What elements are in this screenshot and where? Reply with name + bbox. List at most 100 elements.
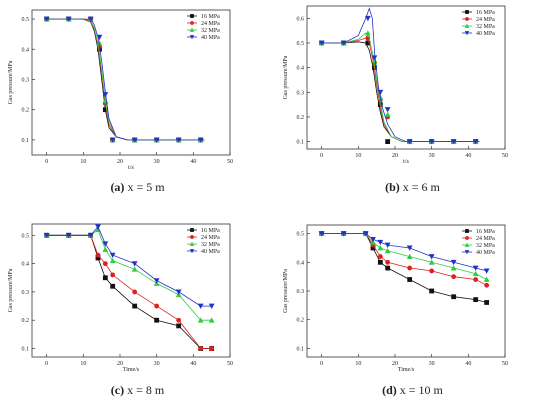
x-tick-label-a: 20 — [117, 159, 123, 165]
chart-panel-c: 0 10 20 30 40 50 0.1 0.2 0.3 0.4 0.5 Time/s Gas pres… — [0, 207, 275, 414]
caption-b-letter: (b) — [385, 180, 400, 194]
x-tick-label-c: 30 — [154, 361, 160, 367]
series-line-b-2 — [322, 38, 480, 142]
data-point-d-2 — [429, 269, 434, 274]
x-tick-label-d: 40 — [465, 361, 471, 367]
caption-d-text: x = 10 m — [397, 383, 443, 397]
series-line-b-4 — [322, 9, 480, 142]
x-tick-label-d: 50 — [502, 361, 508, 367]
series-line-a-2 — [47, 19, 205, 140]
data-point-a-4 — [97, 35, 103, 40]
series-line-a-3 — [47, 19, 205, 140]
data-point-d-1 — [407, 277, 412, 282]
data-point-c-2 — [209, 346, 214, 351]
x-tick-label-a: 40 — [190, 159, 196, 165]
data-point-c-2 — [176, 318, 181, 323]
legend-label-a: 40 MPa — [201, 35, 220, 41]
series-line-a-1 — [47, 19, 205, 140]
data-point-d-2 — [378, 254, 383, 259]
data-point-d-2 — [484, 283, 489, 288]
data-point-c-4 — [132, 261, 138, 266]
x-tick-label-c: 40 — [190, 361, 196, 367]
x-tick-label-a: 50 — [227, 159, 233, 165]
x-axis-title-c: Time/s — [123, 367, 140, 373]
data-point-d-1 — [473, 297, 478, 302]
series-line-d-1 — [322, 234, 487, 303]
x-tick-label-a: 10 — [80, 159, 86, 165]
legend-label-c: 16 MPa — [201, 228, 220, 234]
data-point-c-2 — [132, 290, 137, 295]
series-line-b-3 — [322, 33, 480, 142]
legend-marker-c — [190, 235, 194, 239]
y-tick-label-a: 0.3 — [22, 77, 30, 83]
series-line-c-3 — [47, 230, 212, 321]
legend-marker-d — [465, 236, 469, 240]
data-point-c-2 — [154, 304, 159, 309]
y-tick-label-a: 0.4 — [22, 47, 30, 53]
y-axis-title-d: Gas pressure/MPa — [283, 269, 289, 313]
data-point-c-4 — [154, 278, 160, 283]
x-tick-label-b: 10 — [355, 153, 361, 159]
x-tick-label-c: 50 — [227, 361, 233, 367]
y-tick-label-d: 0.5 — [297, 232, 305, 238]
y-tick-label-d: 0.2 — [297, 318, 305, 324]
x-tick-label-b: 20 — [392, 153, 398, 159]
series-line-d-2 — [322, 234, 487, 286]
y-tick-label-a: 0.5 — [22, 17, 30, 23]
x-axis-title-d: Time/s — [398, 367, 415, 373]
x-axis-title-b: t/s — [403, 159, 409, 165]
data-point-d-4 — [377, 240, 383, 245]
data-point-d-2 — [473, 277, 478, 282]
data-point-d-2 — [451, 274, 456, 279]
y-axis-title-a: Gas pressure/MPa — [8, 60, 14, 104]
legend-label-a: 16 MPa — [201, 14, 220, 20]
legend-label-b: 24 MPa — [476, 17, 495, 23]
legend-marker-a — [190, 21, 194, 25]
data-point-d-3 — [484, 277, 490, 282]
legend-label-c: 40 MPa — [201, 249, 220, 255]
legend-label-d: 24 MPa — [476, 236, 495, 242]
data-point-d-1 — [378, 260, 383, 265]
y-tick-label-b: 0.5 — [297, 41, 305, 47]
x-tick-label-b: 40 — [465, 153, 471, 159]
data-point-c-2 — [110, 273, 115, 278]
data-point-d-4 — [407, 246, 413, 251]
y-tick-label-a: 0.2 — [22, 108, 30, 114]
caption-a: (a) x = 5 m — [0, 180, 275, 195]
data-point-d-2 — [385, 260, 390, 265]
caption-d: (d) x = 10 m — [275, 383, 550, 398]
y-tick-label-b: 0.1 — [297, 140, 305, 146]
y-axis-title-b: Gas pressure/MPa — [283, 55, 289, 99]
y-tick-label-c: 0.3 — [22, 290, 30, 296]
x-axis-title-a: t/s — [128, 165, 134, 171]
x-tick-label-c: 10 — [80, 361, 86, 367]
series-line-c-4 — [47, 227, 212, 306]
x-tick-label-a: 0 — [45, 159, 48, 165]
legend-marker-c — [190, 228, 194, 232]
legend-marker-a — [190, 14, 194, 18]
data-point-b-4 — [385, 107, 391, 112]
data-point-c-1 — [154, 318, 159, 323]
data-point-b-1 — [385, 139, 390, 144]
legend-label-b: 32 MPa — [476, 24, 495, 30]
data-point-d-1 — [385, 266, 390, 271]
caption-a-text: x = 5 m — [124, 180, 164, 194]
caption-b-text: x = 6 m — [400, 180, 440, 194]
legend-label-a: 32 MPa — [201, 28, 220, 34]
y-tick-label-d: 0.4 — [297, 260, 305, 266]
legend-label-d: 16 MPa — [476, 229, 495, 235]
caption-b: (b) x = 6 m — [275, 180, 550, 195]
y-tick-label-b: 0.4 — [297, 66, 305, 72]
x-tick-label-b: 30 — [429, 153, 435, 159]
data-point-c-2 — [96, 253, 101, 258]
data-point-d-2 — [407, 266, 412, 271]
series-line-a-4 — [47, 19, 205, 140]
y-tick-label-c: 0.4 — [22, 262, 30, 268]
series-line-d-3 — [322, 234, 487, 280]
chart-panel-b: 0 10 20 30 40 50 0.1 0.2 0.3 0.4 0.5 0.6 t/s Gas pres… — [275, 0, 550, 207]
series-line-c-1 — [47, 235, 212, 348]
chart-panel-a: 0 10 20 30 40 50 0.1 0.2 0.3 0.4 0.5 t/s Gas pressur… — [0, 0, 275, 207]
x-tick-label-a: 30 — [154, 159, 160, 165]
y-tick-label-d: 0.3 — [297, 289, 305, 295]
